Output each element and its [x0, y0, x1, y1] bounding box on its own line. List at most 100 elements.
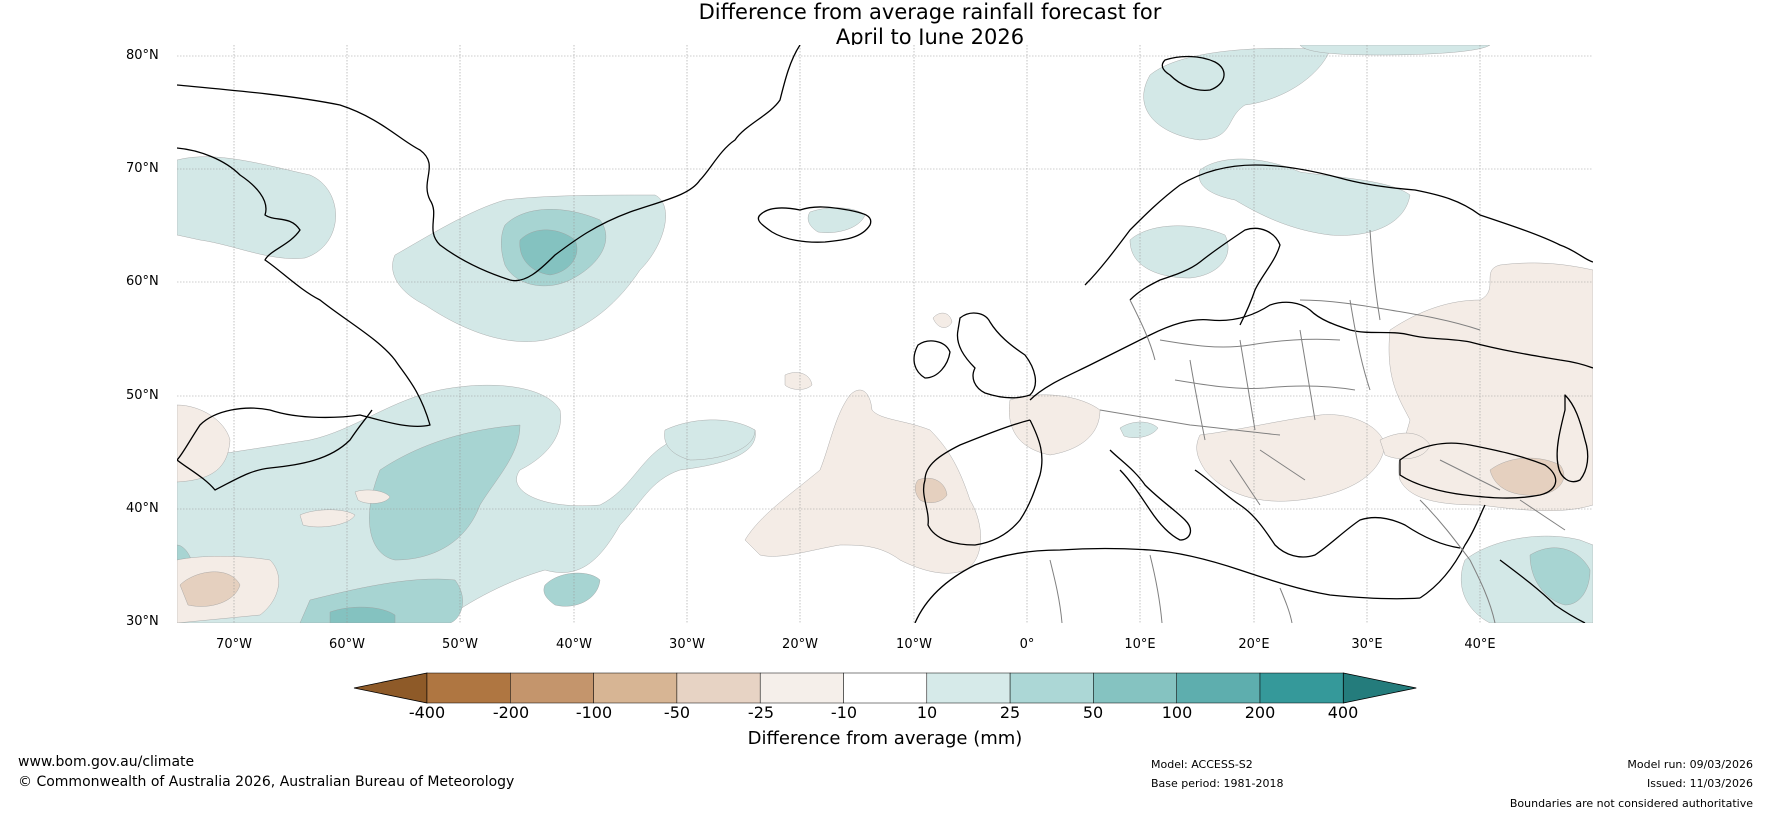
levant-coast: [1419, 504, 1486, 599]
border-9: [1369, 229, 1381, 321]
border-7: [1299, 329, 1316, 421]
dry-region-eastern-atlantic: [744, 389, 981, 574]
border-16: [1279, 587, 1293, 623]
cb-tick-neg50: -50: [663, 703, 691, 722]
italy-coast: [1109, 449, 1192, 541]
iceland-coast: [757, 206, 872, 243]
border-14: [1049, 559, 1063, 623]
coastlines: [177, 45, 1593, 623]
border-3: [1174, 379, 1356, 391]
border-13: [1419, 499, 1496, 623]
greenland-coast: [177, 45, 801, 282]
lon-label-60w: 60°W: [329, 637, 365, 652]
lon-label-20e: 20°E: [1238, 637, 1270, 652]
wet-region-alps: [1119, 421, 1159, 438]
baffin-coast: [177, 147, 431, 461]
cb-tick-25: 25: [999, 703, 1021, 722]
lat-label-50n: 50°N: [126, 388, 159, 403]
title-line-1: Difference from average rainfall forecas…: [698, 0, 1162, 24]
wet-region-iceland: [807, 207, 866, 233]
footer-website: www.bom.gov.au/climate: [18, 754, 195, 770]
border-15: [1149, 554, 1163, 623]
lon-label-50w: 50°W: [442, 637, 478, 652]
anomaly-layer: [177, 45, 1593, 623]
cb-tick-neg25: -25: [747, 703, 775, 722]
country-borders: [1049, 229, 1566, 623]
dry-region-small-c: [784, 372, 813, 390]
wet-region-svalbard: [1143, 48, 1331, 141]
footer-model: Model: ACCESS-S2: [1151, 758, 1253, 771]
wet-region-south-atlantic-small: [543, 572, 601, 607]
balkans-coast: [1194, 469, 1461, 558]
border-8: [1349, 299, 1371, 391]
lon-label-40w: 40°W: [556, 637, 592, 652]
border-1: [1129, 299, 1156, 361]
wet-region-north-atlantic-top: [1299, 45, 1491, 56]
cb-tick-50: 50: [1082, 703, 1104, 722]
dry-region-small-b: [354, 489, 391, 504]
border-2: [1159, 338, 1341, 348]
footer-copyright: © Commonwealth of Australia 2026, Austra…: [18, 774, 515, 790]
dry-region-east-canada: [177, 404, 231, 483]
wet-region-west-greenland: [177, 156, 336, 259]
lon-label-0: 0°: [1019, 637, 1035, 652]
lat-label-70n: 70°N: [126, 161, 159, 176]
footer-model-run: Model run: 09/03/2026: [1627, 758, 1753, 771]
sweden-coast: [1129, 227, 1281, 326]
svalbard-coast: [1161, 55, 1225, 91]
colorbar-title: Difference from average (mm): [747, 728, 1023, 749]
border-4: [1099, 409, 1281, 436]
border-6: [1239, 339, 1256, 431]
lon-label-10e: 10°E: [1124, 637, 1156, 652]
ireland-coast: [913, 340, 951, 379]
wet-region-atlantic-core: [369, 424, 521, 561]
cb-tick-10: 10: [916, 703, 938, 722]
dry-region-iberia-core: [915, 477, 948, 503]
red-sea-coast: [1499, 559, 1586, 623]
cb-tick-neg100: -100: [575, 703, 613, 722]
lat-label-30n: 30°N: [126, 614, 159, 629]
lon-label-20w: 20°W: [782, 637, 818, 652]
border-11: [1259, 449, 1306, 481]
dry-region-small-a: [299, 509, 356, 528]
border-12: [1229, 459, 1261, 506]
labrador-coast: [177, 409, 373, 491]
lon-label-30e: 30°E: [1351, 637, 1383, 652]
lat-label-40n: 40°N: [126, 501, 159, 516]
iberia-coast: [922, 419, 1043, 546]
wet-region-atlantic-south-peak: [329, 606, 396, 623]
wet-region-norway: [1129, 225, 1229, 279]
border-18: [1519, 499, 1566, 531]
footer-issued: Issued: 11/03/2026: [1646, 777, 1753, 790]
dry-region-scotland: [932, 312, 953, 328]
dry-region-caspian: [1379, 432, 1431, 460]
footer-base-period: Base period: 1981-2018: [1151, 777, 1284, 790]
lat-label-80n: 80°N: [126, 48, 159, 63]
black-sea-coast: [1399, 442, 1557, 499]
dry-region-east-europe: [1388, 262, 1593, 511]
cb-tick-100: 100: [1161, 703, 1193, 722]
lon-label-70w: 70°W: [216, 637, 252, 652]
cb-tick-neg200: -200: [492, 703, 530, 722]
dry-region-black-sea-core: [1489, 457, 1565, 496]
graticule: [177, 45, 1593, 623]
wet-region-middle-east-core: [1529, 547, 1591, 606]
border-17: [1439, 459, 1501, 491]
cb-tick-400: 400: [1327, 703, 1359, 722]
lon-label-40e: 40°E: [1464, 637, 1496, 652]
wet-region-scandinavia: [1198, 158, 1411, 236]
cb-tick-200: 200: [1244, 703, 1276, 722]
dry-region-balkans: [1196, 414, 1386, 502]
north-africa-coast: [914, 547, 1421, 623]
lon-label-10w: 10°W: [896, 637, 932, 652]
caspian-coast: [1556, 394, 1589, 483]
scandinavia-coast: [1084, 164, 1593, 286]
border-5: [1189, 359, 1206, 441]
footer-disclaimer: Boundaries are not considered authoritat…: [1509, 797, 1753, 810]
europe-mainland-coast: [1029, 301, 1593, 401]
lat-label-60n: 60°N: [126, 274, 159, 289]
dry-region-west-atlantic-core: [179, 571, 241, 607]
cb-tick-neg400: -400: [408, 703, 446, 722]
map-title: Difference from average rainfall forecas…: [0, 0, 1770, 50]
